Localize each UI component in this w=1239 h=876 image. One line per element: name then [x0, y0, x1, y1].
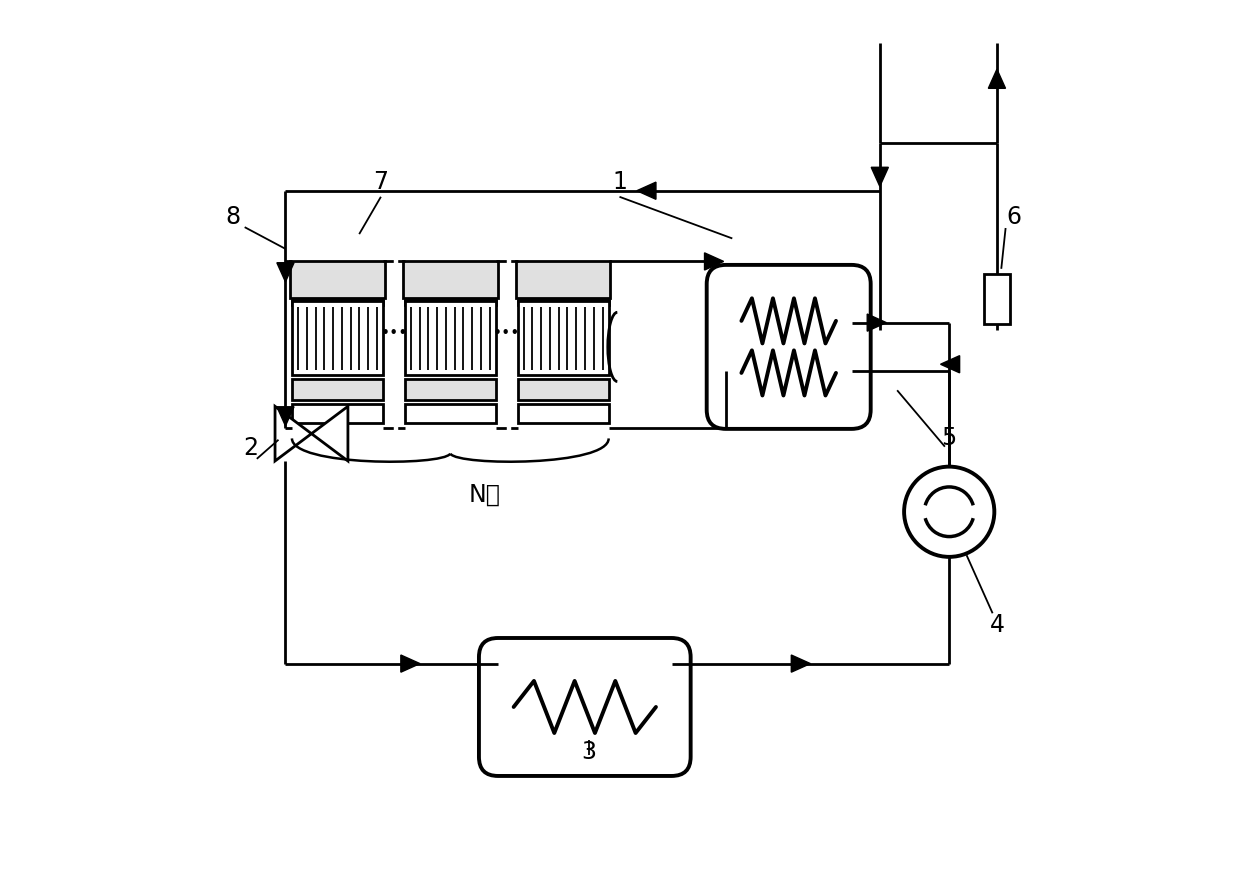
Polygon shape	[940, 356, 960, 373]
Text: 6: 6	[1007, 205, 1022, 229]
FancyBboxPatch shape	[518, 300, 608, 305]
FancyBboxPatch shape	[405, 378, 496, 400]
Polygon shape	[871, 167, 888, 187]
FancyBboxPatch shape	[292, 300, 383, 305]
FancyBboxPatch shape	[518, 404, 608, 423]
FancyBboxPatch shape	[405, 404, 496, 423]
Polygon shape	[705, 253, 724, 270]
Text: 1: 1	[612, 170, 627, 194]
Text: 7: 7	[373, 170, 388, 194]
FancyBboxPatch shape	[984, 274, 1010, 324]
Polygon shape	[989, 69, 1006, 88]
FancyBboxPatch shape	[518, 378, 608, 400]
Text: 5: 5	[942, 426, 957, 450]
Polygon shape	[792, 655, 810, 672]
FancyBboxPatch shape	[292, 378, 383, 400]
FancyBboxPatch shape	[706, 265, 871, 429]
FancyBboxPatch shape	[479, 638, 690, 776]
FancyBboxPatch shape	[518, 301, 608, 375]
Text: •••: •••	[493, 327, 520, 342]
Text: 2: 2	[243, 436, 258, 461]
Polygon shape	[867, 314, 886, 331]
Text: 8: 8	[225, 205, 240, 229]
Text: •••: •••	[380, 327, 408, 342]
Text: N个: N个	[470, 483, 501, 506]
Polygon shape	[401, 655, 420, 672]
Text: 4: 4	[990, 612, 1005, 637]
FancyBboxPatch shape	[290, 261, 385, 298]
FancyBboxPatch shape	[405, 300, 496, 305]
Circle shape	[904, 467, 995, 557]
FancyBboxPatch shape	[515, 261, 611, 298]
FancyBboxPatch shape	[403, 261, 498, 298]
Polygon shape	[275, 406, 311, 461]
FancyBboxPatch shape	[292, 301, 383, 375]
Polygon shape	[276, 263, 294, 282]
FancyBboxPatch shape	[292, 404, 383, 423]
FancyBboxPatch shape	[405, 301, 496, 375]
Polygon shape	[637, 182, 655, 200]
Polygon shape	[276, 406, 294, 426]
Polygon shape	[311, 406, 348, 461]
Text: 3: 3	[581, 740, 597, 764]
